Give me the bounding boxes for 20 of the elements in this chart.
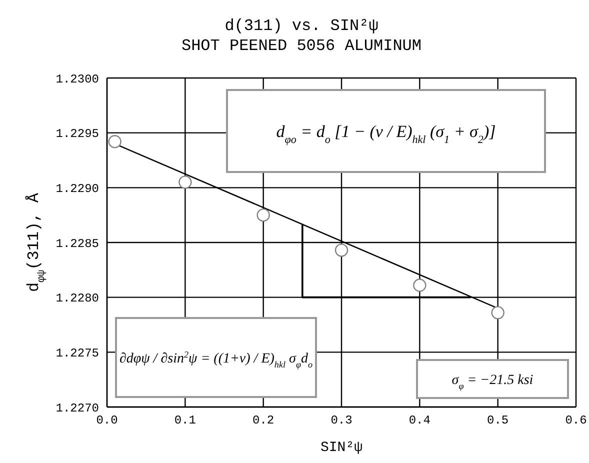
x-tick-label: 0.1 (174, 414, 196, 428)
x-tick-label: 0.3 (330, 414, 352, 428)
annotation: σ$_{φ}$ = −21.5 ksi (452, 372, 534, 391)
x-tick-label: 0.5 (487, 414, 509, 428)
x-tick-label: 0.2 (252, 414, 274, 428)
y-tick-label: 1.2285 (56, 236, 99, 251)
y-tick-label: 1.2290 (56, 182, 99, 196)
y-tick-label: 1.2280 (56, 292, 99, 306)
y-tick-label: 1.2270 (56, 401, 99, 416)
text: d$_{φo}$ = d$_{o}$ [1 − (ν / E)$_{hkl}$ (σ$_{1}$ + σ$_{2}$)] (276, 122, 496, 146)
y-tick-label: 1.2275 (56, 346, 99, 360)
chart-title: d(311) vs. SIN²ψ (224, 17, 378, 35)
y-tick-label: 1.2295 (56, 127, 99, 142)
x-axis-title: SIN²ψ (320, 440, 363, 456)
annotation: ∂dφψ / ∂sin$^{2}$ψ = ((1+ν) / E)$_{hkl}$ σ$_{φ}$d$_{o}$ (119, 349, 313, 370)
x-tick-label: 0.6 (565, 414, 587, 428)
x-tick-label: 0.4 (408, 414, 430, 428)
x-tick-label: 0.0 (96, 414, 118, 428)
y-tick-label: 1.2300 (56, 72, 99, 86)
chart-subtitle: SHOT PEENED 5056 ALUMINUM (181, 37, 422, 55)
